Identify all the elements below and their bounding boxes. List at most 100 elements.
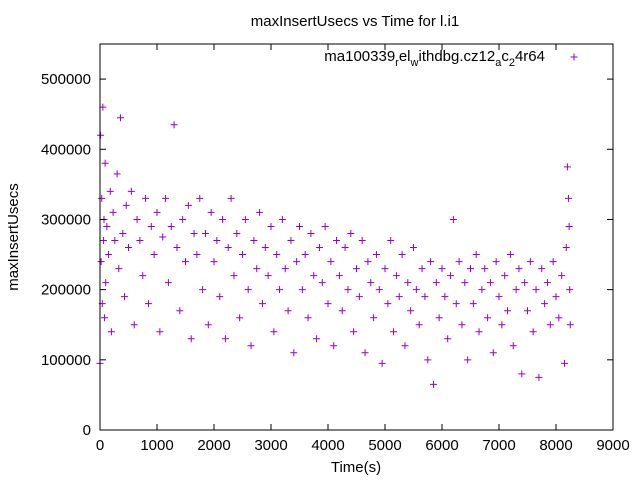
x-axis-label: Time(s) bbox=[331, 459, 381, 476]
data-point bbox=[281, 265, 289, 273]
data-point bbox=[549, 258, 557, 266]
data-point bbox=[144, 300, 152, 308]
data-point bbox=[313, 335, 321, 343]
data-point bbox=[293, 258, 301, 266]
data-point bbox=[264, 272, 272, 280]
data-point bbox=[401, 342, 409, 350]
data-point bbox=[512, 286, 520, 294]
data-point bbox=[378, 359, 386, 367]
data-point bbox=[370, 314, 378, 322]
y-tick-label: 300000 bbox=[41, 211, 91, 228]
data-point bbox=[541, 300, 549, 308]
data-point bbox=[435, 314, 443, 322]
data-point bbox=[375, 286, 383, 294]
data-point bbox=[273, 251, 281, 259]
data-point bbox=[101, 159, 109, 167]
x-tick-label: 7000 bbox=[482, 437, 515, 454]
data-point bbox=[429, 380, 437, 388]
data-point bbox=[562, 244, 570, 252]
data-point bbox=[162, 194, 170, 202]
data-point bbox=[179, 215, 187, 223]
data-point bbox=[233, 229, 241, 237]
data-point bbox=[182, 258, 189, 266]
data-point bbox=[193, 251, 201, 259]
data-point bbox=[315, 244, 323, 252]
x-tick-label: 8000 bbox=[539, 437, 572, 454]
y-axis-label: maxInsertUsecs bbox=[5, 183, 22, 291]
data-point bbox=[97, 131, 105, 139]
data-point bbox=[555, 314, 563, 322]
data-point bbox=[501, 272, 509, 280]
data-point bbox=[484, 314, 492, 322]
data-point bbox=[278, 215, 286, 223]
data-point bbox=[444, 335, 452, 343]
data-point bbox=[210, 258, 218, 266]
data-point bbox=[253, 265, 261, 273]
data-point bbox=[125, 244, 132, 252]
data-point bbox=[298, 286, 306, 294]
data-point bbox=[481, 265, 489, 273]
data-point bbox=[565, 222, 573, 230]
data-point bbox=[99, 103, 107, 111]
data-point bbox=[467, 265, 474, 273]
data-point bbox=[546, 321, 554, 329]
data-point bbox=[565, 194, 573, 202]
legend-marker-plus bbox=[570, 53, 578, 61]
data-point bbox=[392, 272, 400, 280]
data-point bbox=[153, 208, 161, 216]
data-point bbox=[561, 359, 569, 367]
data-point bbox=[504, 307, 512, 315]
data-point bbox=[509, 342, 517, 350]
data-point bbox=[335, 272, 343, 280]
data-point bbox=[412, 286, 420, 294]
data-point bbox=[441, 293, 449, 301]
data-point bbox=[224, 244, 232, 252]
data-point bbox=[221, 335, 229, 343]
data-point bbox=[492, 258, 500, 266]
data-point bbox=[97, 258, 105, 266]
data-point bbox=[424, 356, 432, 364]
data-point bbox=[449, 215, 457, 223]
data-point bbox=[372, 251, 380, 259]
data-point bbox=[318, 279, 326, 287]
data-point bbox=[358, 237, 366, 245]
data-point bbox=[381, 265, 389, 273]
legend-label-part: c bbox=[501, 48, 509, 65]
data-point bbox=[475, 328, 483, 336]
data-point bbox=[284, 307, 292, 315]
data-point bbox=[276, 286, 284, 294]
legend-label-part: ma100339 bbox=[324, 48, 395, 65]
data-point bbox=[261, 244, 269, 252]
data-point bbox=[464, 356, 472, 364]
data-point bbox=[167, 222, 175, 230]
legend-label: ma100339relwithdbg.cz12ac24r64 bbox=[324, 48, 545, 69]
data-point bbox=[109, 208, 117, 216]
x-tick-label: 6000 bbox=[425, 437, 458, 454]
data-point bbox=[361, 349, 369, 357]
data-point bbox=[117, 114, 125, 122]
data-point bbox=[241, 215, 249, 223]
data-point bbox=[244, 286, 252, 294]
data-point bbox=[101, 314, 109, 322]
data-point bbox=[122, 201, 130, 209]
data-point bbox=[239, 251, 246, 259]
data-point bbox=[159, 233, 167, 241]
data-point bbox=[344, 286, 352, 294]
data-point bbox=[247, 342, 255, 350]
data-point bbox=[207, 208, 215, 216]
data-point bbox=[390, 328, 398, 336]
x-tick-label: 0 bbox=[96, 437, 104, 454]
data-point bbox=[418, 265, 426, 273]
data-point bbox=[469, 300, 477, 308]
data-point bbox=[164, 279, 172, 287]
data-point bbox=[398, 251, 406, 259]
y-tick-label: 100000 bbox=[41, 352, 91, 369]
data-point bbox=[455, 258, 463, 266]
data-point bbox=[367, 279, 375, 287]
data-point bbox=[415, 321, 423, 329]
data-point bbox=[258, 300, 266, 308]
data-point bbox=[524, 307, 531, 315]
data-point bbox=[142, 194, 150, 202]
data-point bbox=[458, 321, 466, 329]
